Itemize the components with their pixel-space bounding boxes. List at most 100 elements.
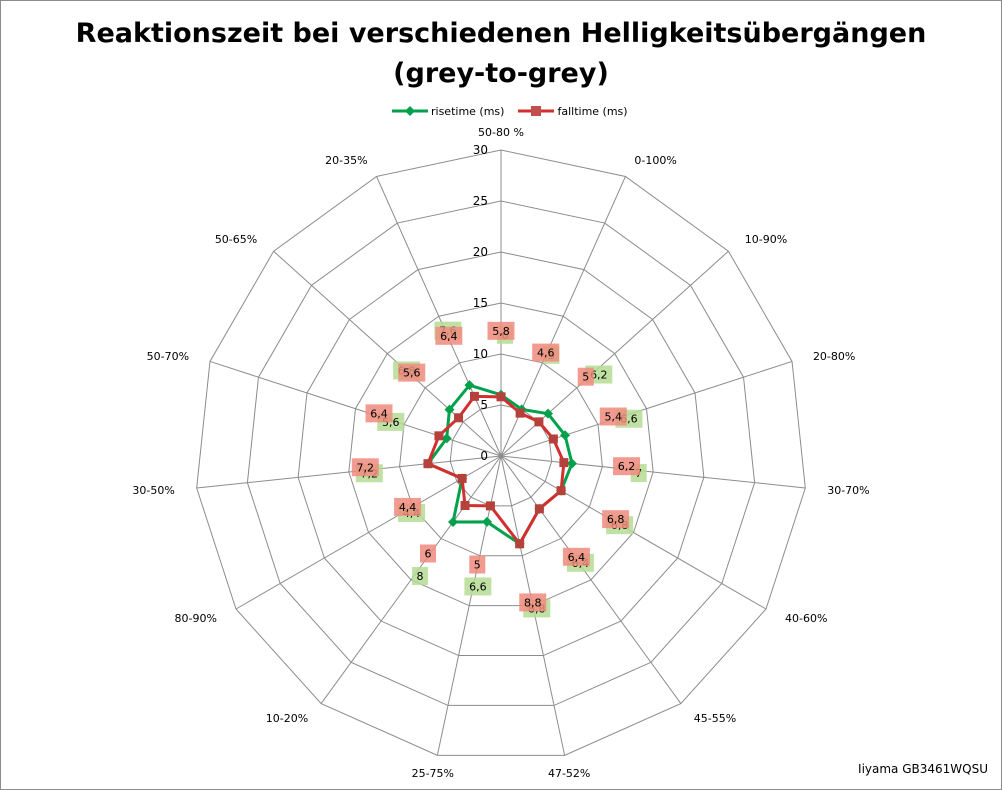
axis-spoke-5 — [500, 455, 767, 610]
data-label-box-s1-8 — [469, 555, 486, 574]
data-label-box-s1-7 — [519, 593, 547, 612]
credit-label: Iiyama GB3461WQSU — [858, 762, 988, 776]
legend-marker-square-icon — [518, 106, 555, 116]
point-risetime-14 — [464, 380, 475, 391]
data-label-box-s1-10 — [394, 497, 422, 516]
category-label-12: 50-70% — [147, 350, 189, 363]
data-label-box-s1-1 — [532, 343, 560, 362]
data-label-box-s1-5 — [602, 510, 630, 529]
point-risetime-13 — [444, 404, 455, 415]
axis-spoke-6 — [500, 455, 682, 704]
tick-label-5: 25 — [473, 194, 488, 208]
legend: risetime (ms) falltime (ms) — [392, 102, 642, 120]
chart-title: Reaktionszeit bei verschiedenen Helligke… — [0, 14, 1002, 94]
category-label-6: 45-55% — [694, 712, 736, 725]
point-falltime-8 — [485, 501, 495, 511]
data-label-s0-9: 8 — [417, 570, 424, 583]
point-falltime-6 — [534, 504, 544, 514]
point-risetime-4 — [567, 458, 578, 469]
tick-label-2: 10 — [473, 347, 488, 361]
legend-label-falltime: falltime (ms) — [557, 104, 628, 118]
chart-title-line1: Reaktionszeit bei verschiedenen Helligke… — [75, 18, 927, 49]
category-label-0: 50-80 % — [478, 126, 524, 139]
legend-label-risetime: risetime (ms) — [431, 104, 505, 118]
point-risetime-3 — [560, 430, 571, 441]
point-falltime-2 — [534, 417, 544, 427]
point-risetime-12 — [441, 433, 452, 444]
grid-ring-1 — [449, 404, 553, 507]
category-label-10: 80-90% — [175, 612, 217, 625]
category-label-2: 10-90% — [745, 233, 787, 246]
category-label-9: 10-20% — [266, 712, 308, 725]
tick-label-1: 5 — [480, 398, 488, 412]
point-risetime-9 — [448, 517, 459, 528]
point-falltime-9 — [460, 501, 470, 511]
tick-label-4: 20 — [473, 245, 488, 259]
category-label-1: 0-100% — [634, 154, 676, 167]
data-label-box-s1-6 — [562, 547, 590, 566]
category-label-13: 50-65% — [215, 233, 257, 246]
point-falltime-12 — [434, 431, 444, 441]
data-label-s1-4: 6,2 — [618, 460, 636, 473]
data-label-s1-11: 7,2 — [357, 461, 375, 474]
data-label-box-s1-0 — [487, 321, 515, 340]
point-falltime-7 — [515, 539, 525, 549]
point-falltime-5 — [556, 486, 566, 496]
grid-ring-5 — [246, 200, 756, 706]
legend-item-risetime: risetime (ms) — [392, 105, 504, 118]
data-label-s1-10: 4,4 — [399, 501, 417, 514]
legend-marker-diamond-icon — [392, 106, 428, 116]
point-risetime-2 — [542, 408, 553, 419]
data-label-box-s1-13 — [398, 363, 426, 382]
grid-ring-3 — [348, 302, 654, 607]
category-label-11: 30-50% — [132, 484, 174, 497]
grid-ring-2 — [399, 353, 603, 557]
axis-spoke-10 — [235, 455, 502, 610]
data-label-s1-7: 8,8 — [524, 596, 542, 609]
axis-spoke-12 — [209, 360, 502, 457]
chart-title-line2: (grey-to-grey) — [393, 58, 609, 89]
data-label-s1-0: 5,8 — [492, 325, 510, 338]
axis-spoke-14 — [376, 176, 502, 457]
data-label-box-s1-3 — [599, 407, 627, 426]
data-label-s1-12: 6,4 — [370, 407, 388, 420]
category-label-14: 20-35% — [325, 154, 367, 167]
point-falltime-4 — [559, 458, 569, 468]
axis-spoke-11 — [196, 455, 502, 489]
data-label-s1-9: 6 — [424, 547, 431, 560]
axis-spoke-3 — [500, 360, 793, 457]
data-label-s1-6: 6,4 — [568, 551, 586, 564]
tick-label-3: 15 — [473, 296, 488, 310]
grid-ring-4 — [297, 251, 705, 657]
data-label-box-s1-12 — [365, 404, 393, 423]
category-label-4: 30-70% — [827, 484, 869, 497]
legend-item-falltime: falltime (ms) — [518, 104, 628, 118]
data-label-s1-8: 5 — [474, 559, 481, 572]
data-label-s1-5: 6,8 — [607, 513, 625, 526]
category-label-5: 40-60% — [785, 612, 827, 625]
data-label-box-s1-9 — [419, 544, 436, 563]
point-falltime-13 — [454, 413, 464, 423]
grid-ring-6 — [196, 149, 806, 756]
point-falltime-10 — [457, 473, 467, 483]
axis-spoke-9 — [320, 455, 502, 704]
data-label-s1-1: 4,6 — [537, 347, 555, 360]
point-falltime-0 — [496, 392, 506, 402]
data-label-s1-14: 6,4 — [440, 330, 458, 343]
data-label-s1-2: 5 — [582, 371, 589, 384]
category-label-3: 20-80% — [813, 350, 855, 363]
axis-spoke-13 — [273, 250, 502, 457]
point-falltime-14 — [469, 391, 479, 401]
category-label-7: 47-52% — [548, 767, 590, 780]
data-label-s0-2: 6,2 — [590, 369, 608, 382]
data-label-s1-3: 5,4 — [605, 411, 623, 424]
data-label-s1-13: 5,6 — [403, 367, 421, 380]
category-label-8: 25-75% — [412, 767, 454, 780]
data-label-box-s0-8 — [464, 577, 492, 596]
tick-label-0: 0 — [480, 449, 488, 463]
data-label-box-s0-9 — [412, 566, 429, 585]
point-risetime-8 — [482, 516, 493, 527]
data-label-s0-8: 6,6 — [469, 580, 487, 593]
data-label-box-s1-2 — [577, 367, 594, 386]
